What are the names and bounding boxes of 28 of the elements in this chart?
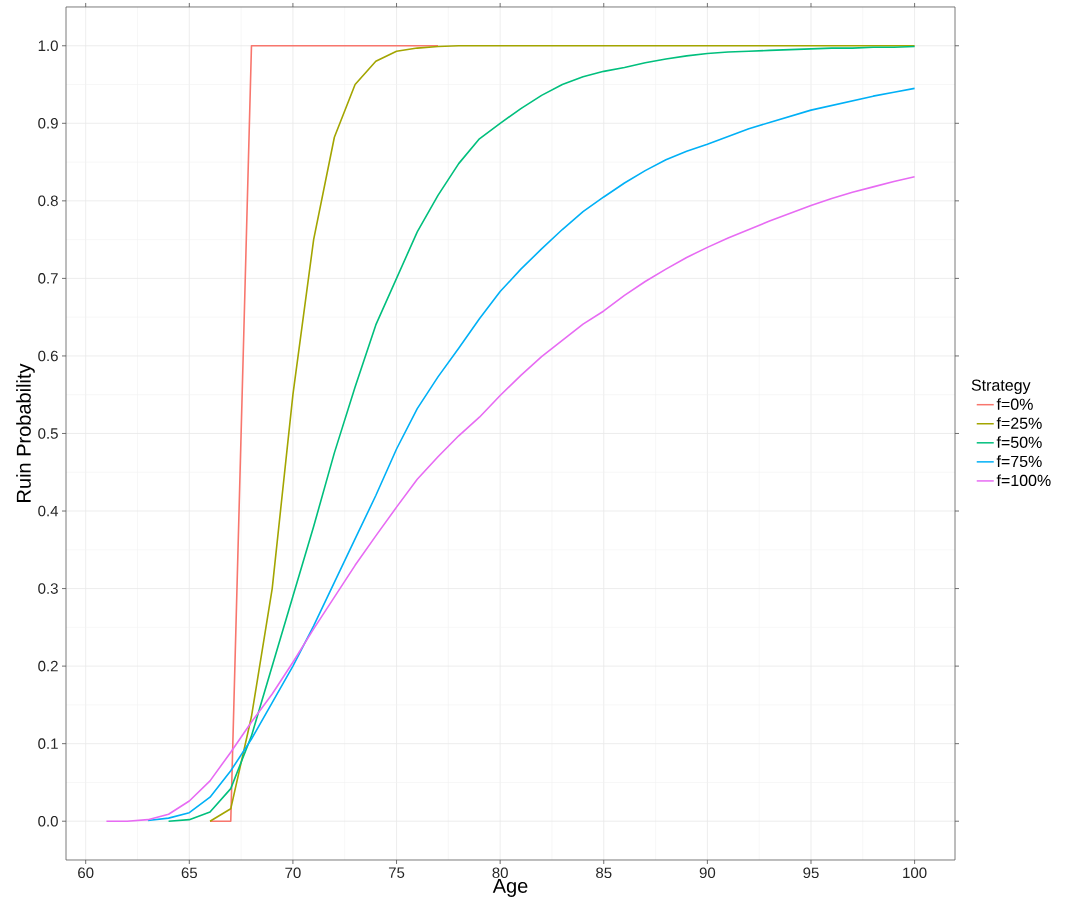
x-tick-label: 75: [388, 867, 405, 878]
legend-title: Strategy: [971, 379, 1031, 395]
x-tick-label: 90: [699, 867, 716, 879]
y-tick-label: 0.3: [38, 583, 58, 594]
y-tick-label: 0.4: [38, 505, 59, 517]
y-tick-label: 0.1: [38, 738, 58, 749]
legend-label: f=25%: [996, 417, 1042, 429]
x-tick-label: 100: [903, 867, 927, 879]
x-tick-label: 70: [285, 867, 301, 879]
x-axis-title: Age: [492, 878, 528, 897]
x-tick-label: 60: [78, 867, 94, 879]
y-tick-label: 0.6: [38, 350, 58, 362]
y-axis-title: Ruin Probability: [16, 363, 35, 502]
x-tick-label: 80: [492, 867, 508, 879]
x-tick-label: 85: [596, 867, 612, 879]
legend-label: f=50%: [996, 436, 1042, 449]
y-tick-label: 0.0: [38, 815, 58, 827]
y-tick-label: 0.5: [38, 428, 58, 439]
y-tick-label: 0.9: [38, 117, 58, 129]
y-tick-label: 0.8: [38, 195, 58, 207]
y-tick-label: 0.7: [38, 273, 58, 284]
legend-label: f=100%: [996, 474, 1051, 487]
y-tick-label: 0.2: [38, 660, 58, 672]
x-tick-label: 95: [803, 867, 819, 879]
x-tick-label: 65: [181, 867, 198, 879]
legend-label: f=0%: [996, 398, 1033, 410]
legend-label: f=75%: [996, 455, 1042, 468]
y-tick-label: 1.0: [38, 40, 58, 52]
